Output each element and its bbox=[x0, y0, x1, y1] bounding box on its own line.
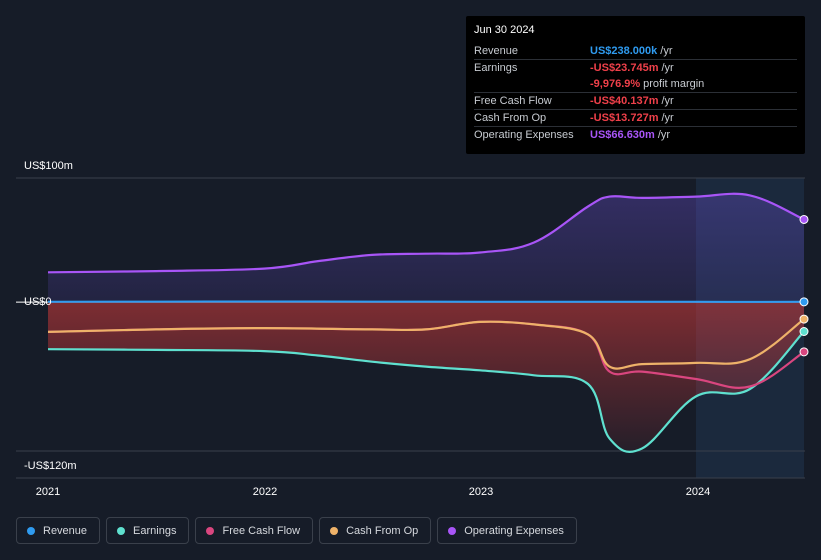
tooltip-label: Operating Expenses bbox=[474, 129, 574, 141]
tooltip-value: -US$23.745m bbox=[590, 62, 659, 74]
tooltip-label: Revenue bbox=[474, 45, 519, 57]
series-endpoint-operating-expenses bbox=[799, 214, 809, 224]
tooltip-row-operating-expenses: Operating Expenses US$66.630m /yr bbox=[474, 126, 797, 143]
legend-item-free-cash-flow[interactable]: Free Cash Flow bbox=[195, 517, 314, 544]
y-tick-label-bottom: -US$120m bbox=[24, 460, 77, 472]
x-tick-label-2023: 2023 bbox=[468, 486, 494, 498]
tooltip-unit: /yr bbox=[660, 45, 673, 57]
y-tick-label-top: US$100m bbox=[24, 160, 73, 172]
tooltip-row-earnings: Earnings -US$23.745m /yr bbox=[474, 59, 797, 76]
legend-label: Operating Expenses bbox=[464, 524, 564, 537]
legend-dot-icon bbox=[206, 526, 215, 535]
tooltip-row-profit-margin: -9,976.9% profit margin bbox=[474, 76, 797, 92]
x-tick-label-2022: 2022 bbox=[252, 486, 278, 498]
tooltip-unit: profit margin bbox=[643, 78, 705, 90]
series-area-operating-expenses bbox=[48, 193, 804, 303]
tooltip-value: -US$13.727m bbox=[590, 112, 659, 124]
tooltip-label: Earnings bbox=[474, 62, 518, 74]
legend-item-revenue[interactable]: Revenue bbox=[16, 517, 101, 544]
series-line-cash-from-op bbox=[47, 318, 805, 370]
tooltip-row-free-cash-flow: Free Cash Flow -US$40.137m /yr bbox=[474, 92, 797, 109]
tooltip-label: Cash From Op bbox=[474, 112, 547, 124]
tooltip-label: Free Cash Flow bbox=[474, 95, 552, 107]
tooltip-value: -9,976.9% bbox=[590, 78, 641, 90]
tooltip-unit: /yr bbox=[657, 129, 671, 141]
series-line-operating-expenses bbox=[47, 192, 805, 274]
series-line-earnings bbox=[47, 330, 805, 453]
legend-label: Revenue bbox=[43, 524, 88, 537]
series-area-earnings bbox=[48, 302, 804, 452]
tooltip-label bbox=[474, 76, 590, 92]
tooltip-row-cash-from-op: Cash From Op -US$13.727m /yr bbox=[474, 109, 797, 126]
tooltip: Jun 30 2024 Revenue US$238.000k /yr Earn… bbox=[466, 16, 805, 154]
legend-dot-icon bbox=[117, 526, 126, 535]
legend-dot-icon bbox=[27, 526, 35, 535]
x-tick-label-2024: 2024 bbox=[685, 486, 711, 498]
x-tick-label-2021: 2021 bbox=[35, 486, 61, 498]
tooltip-unit: /yr bbox=[661, 95, 674, 107]
legend: Revenue Earnings Free Cash Flow Cash Fro… bbox=[16, 517, 577, 544]
legend-label: Free Cash Flow bbox=[222, 524, 301, 537]
series-endpoint-cash-from-op bbox=[799, 314, 809, 324]
tooltip-unit: /yr bbox=[661, 112, 674, 124]
legend-dot-icon bbox=[330, 526, 339, 535]
tooltip-value: -US$40.137m bbox=[590, 95, 659, 107]
legend-dot-icon bbox=[448, 526, 457, 535]
legend-label: Earnings bbox=[133, 524, 177, 537]
tooltip-value: US$66.630m bbox=[590, 129, 655, 141]
tooltip-value: US$238.000k bbox=[590, 45, 658, 57]
legend-item-operating-expenses[interactable]: Operating Expenses bbox=[437, 517, 577, 544]
tooltip-date: Jun 30 2024 bbox=[474, 24, 535, 36]
series-endpoint-free-cash-flow bbox=[799, 347, 809, 357]
tooltip-row-revenue: Revenue US$238.000k /yr bbox=[474, 43, 797, 59]
series-endpoint-revenue bbox=[799, 297, 809, 307]
legend-item-earnings[interactable]: Earnings bbox=[106, 517, 190, 544]
series-endpoint-earnings bbox=[799, 327, 809, 337]
tooltip-unit: /yr bbox=[661, 62, 674, 74]
legend-label: Cash From Op bbox=[346, 524, 419, 537]
y-tick-label-zero: US$0 bbox=[24, 296, 52, 308]
legend-item-cash-from-op[interactable]: Cash From Op bbox=[319, 517, 432, 544]
